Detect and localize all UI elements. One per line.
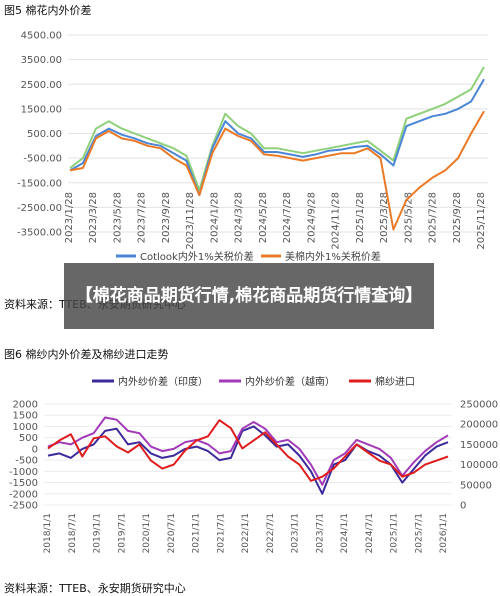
- y-tick-label: 2500.00: [21, 80, 62, 91]
- x-tick-label: 2023/9/28: [161, 192, 172, 243]
- x-tick-label: 2022/1/1: [241, 513, 251, 553]
- x-tick-label: 2021/7/1: [216, 513, 226, 553]
- y-left-tick-label: 1000: [13, 422, 38, 433]
- x-tick-label: 2022/7/1: [266, 513, 276, 553]
- x-tick-label: 2023/7/1: [315, 513, 325, 553]
- x-tick-label: 2023/1/1: [291, 513, 301, 553]
- x-tick-label: 2023/7/28: [137, 192, 148, 243]
- fig6-source: 资料来源：TTEB、永安期货研究中心: [4, 582, 186, 595]
- y-left-tick-label: 0: [32, 444, 38, 455]
- y-tick-label: -1500.00: [17, 178, 62, 189]
- fig5-title: 图5 棉花内外价差: [4, 4, 92, 17]
- x-tick-label: 2025/7/28: [428, 192, 439, 243]
- x-tick-label: 2021/1/1: [192, 513, 202, 553]
- x-tick-label: 2024/7/28: [282, 192, 293, 243]
- overlay-banner[interactable]: 【棉花商品期货行情,棉花商品期货行情查询】: [64, 263, 434, 329]
- y-right-tick-label: 150000: [460, 440, 498, 451]
- x-tick-label: 2025/11/28: [476, 192, 487, 250]
- chart-cotton-spread: 4500.00 3500.00 2500.00 1500.00 500.00 -500.0…: [17, 31, 488, 263]
- x-tick-label: 2023/11/28: [185, 192, 196, 250]
- x-tick-label: 2020/7/1: [167, 513, 177, 553]
- x-tick-label: 2018/1/1: [43, 513, 53, 553]
- y-tick-label: 4500.00: [21, 31, 62, 42]
- y-right-tick-label: 0: [460, 501, 466, 512]
- y-tick-label: 1500.00: [21, 104, 62, 115]
- series-line: [69, 66, 485, 192]
- x-tick-label: 2024/3/28: [234, 192, 245, 243]
- x-tick-label: 2019/1/1: [93, 513, 103, 553]
- fig6-title: 图6 棉纱内外价差及棉纱进口走势: [4, 348, 169, 361]
- y-left-tick-label: 500: [19, 433, 38, 444]
- x-tick-label: 2023/5/28: [112, 192, 123, 243]
- legend-label: 内外纱价差（越南）: [245, 375, 335, 388]
- y-tick-label: 500.00: [27, 129, 62, 140]
- y-tick-label: -3500.00: [17, 228, 62, 239]
- x-tick-label: 2024/7/1: [365, 513, 375, 553]
- y-left-tick-label: -500: [15, 456, 38, 467]
- x-tick-label: 2025/5/28: [403, 192, 414, 243]
- overlay-text: 【棉花商品期货行情,棉花商品期货行情查询】: [75, 286, 423, 306]
- x-tick-label: 2023/1/28: [64, 192, 75, 243]
- series-line: [69, 78, 485, 197]
- y-right-tick-label: 200000: [460, 420, 498, 431]
- x-tick-label: 2025/1/1: [390, 513, 400, 553]
- x-tick-label: 2024/1/28: [209, 192, 220, 243]
- x-tick-label: 2024/1/1: [340, 513, 350, 553]
- y-tick-label: -2500.00: [17, 203, 62, 214]
- series-line: [69, 110, 485, 231]
- y-tick-label: -500.00: [23, 154, 62, 165]
- y-right-tick-label: 250000: [460, 400, 498, 411]
- x-tick-label: 2026/1/1: [439, 513, 449, 553]
- x-tick-label: 2025/3/28: [379, 192, 390, 243]
- legend-label: Cotlook内外1%关税价差: [140, 250, 254, 263]
- legend-label: 内外纱价差（印度）: [118, 375, 208, 388]
- y-left-tick-label: -2000: [9, 489, 38, 500]
- series-line: [47, 425, 449, 495]
- y-left-tick-label: -1500: [9, 478, 38, 489]
- x-tick-label: 2024/11/28: [331, 192, 342, 250]
- x-tick-label: 2018/7/1: [68, 513, 78, 553]
- legend-label: 棉纱进口: [375, 375, 415, 388]
- series-line: [47, 416, 449, 486]
- x-tick-label: 2025/7/1: [414, 513, 424, 553]
- y-left-tick-label: 1500: [13, 411, 38, 422]
- y-left-tick-label: 2000: [13, 400, 38, 411]
- x-tick-label: 2025/9/28: [452, 192, 463, 243]
- y-left-tick-label: -1000: [9, 467, 38, 478]
- x-tick-label: 2024/5/28: [258, 192, 269, 243]
- legend-label: 美棉内外1%关税价差: [285, 250, 381, 263]
- x-tick-label: 2020/1/1: [142, 513, 152, 553]
- x-tick-label: 2023/3/28: [88, 192, 99, 243]
- y-right-tick-label: 50000: [460, 480, 492, 491]
- series-line: [47, 419, 449, 482]
- y-tick-label: 3500.00: [21, 55, 62, 66]
- y-left-tick-label: -2500: [9, 501, 38, 512]
- chart-yarn-spread-import: 2000150010005000-500-1000-1500-2000-2500…: [9, 375, 498, 553]
- x-tick-label: 2019/7/1: [117, 513, 127, 553]
- x-tick-label: 2025/1/28: [355, 192, 366, 243]
- y-right-tick-label: 100000: [460, 460, 498, 471]
- x-tick-label: 2024/9/28: [306, 192, 317, 243]
